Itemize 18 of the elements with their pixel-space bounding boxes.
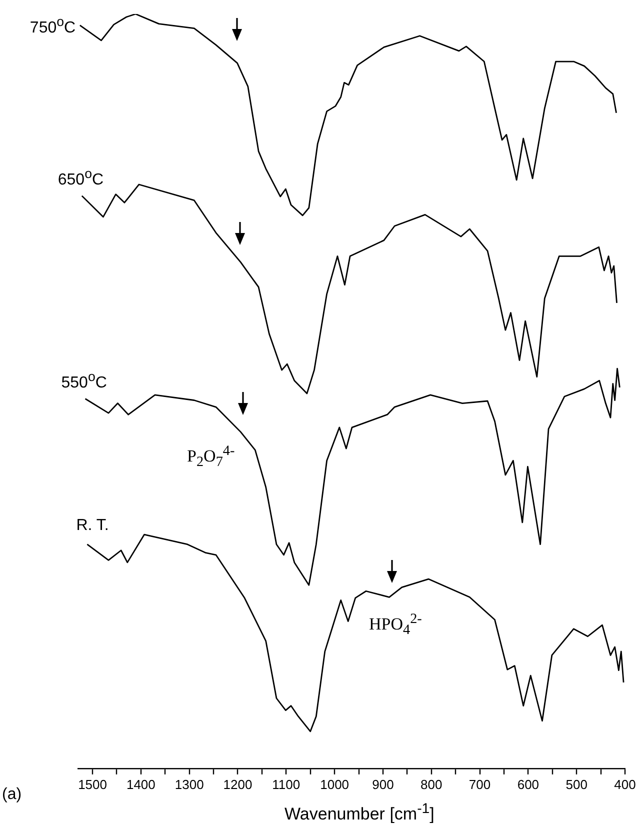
series-label: 750$^{o}$C bbox=[30, 14, 76, 36]
x-tick-label: 1200 bbox=[223, 776, 252, 792]
x-tick-label: 1000 bbox=[320, 776, 350, 792]
x-tick-label: 1300 bbox=[174, 776, 204, 792]
x-tick-label: 500 bbox=[566, 776, 588, 792]
series-label: R. T. bbox=[76, 517, 109, 534]
x-tick-label: 800 bbox=[420, 776, 442, 792]
x-tick-label: 900 bbox=[372, 776, 394, 792]
x-axis-title: Wavenumber [cm$^{-1}$] bbox=[284, 801, 434, 824]
text: (a) bbox=[2, 786, 22, 803]
x-tick-label: 700 bbox=[468, 776, 491, 792]
x-tick-label: 400 bbox=[614, 776, 636, 792]
series-label: 550$^{o}$C bbox=[61, 369, 107, 392]
series-label: 650$^{o}$C bbox=[58, 166, 104, 189]
x-tick-label: 1500 bbox=[78, 776, 107, 792]
x-tick-label: 1400 bbox=[126, 776, 156, 792]
x-tick-label: 600 bbox=[517, 776, 540, 792]
x-tick-label: 1100 bbox=[272, 776, 300, 792]
